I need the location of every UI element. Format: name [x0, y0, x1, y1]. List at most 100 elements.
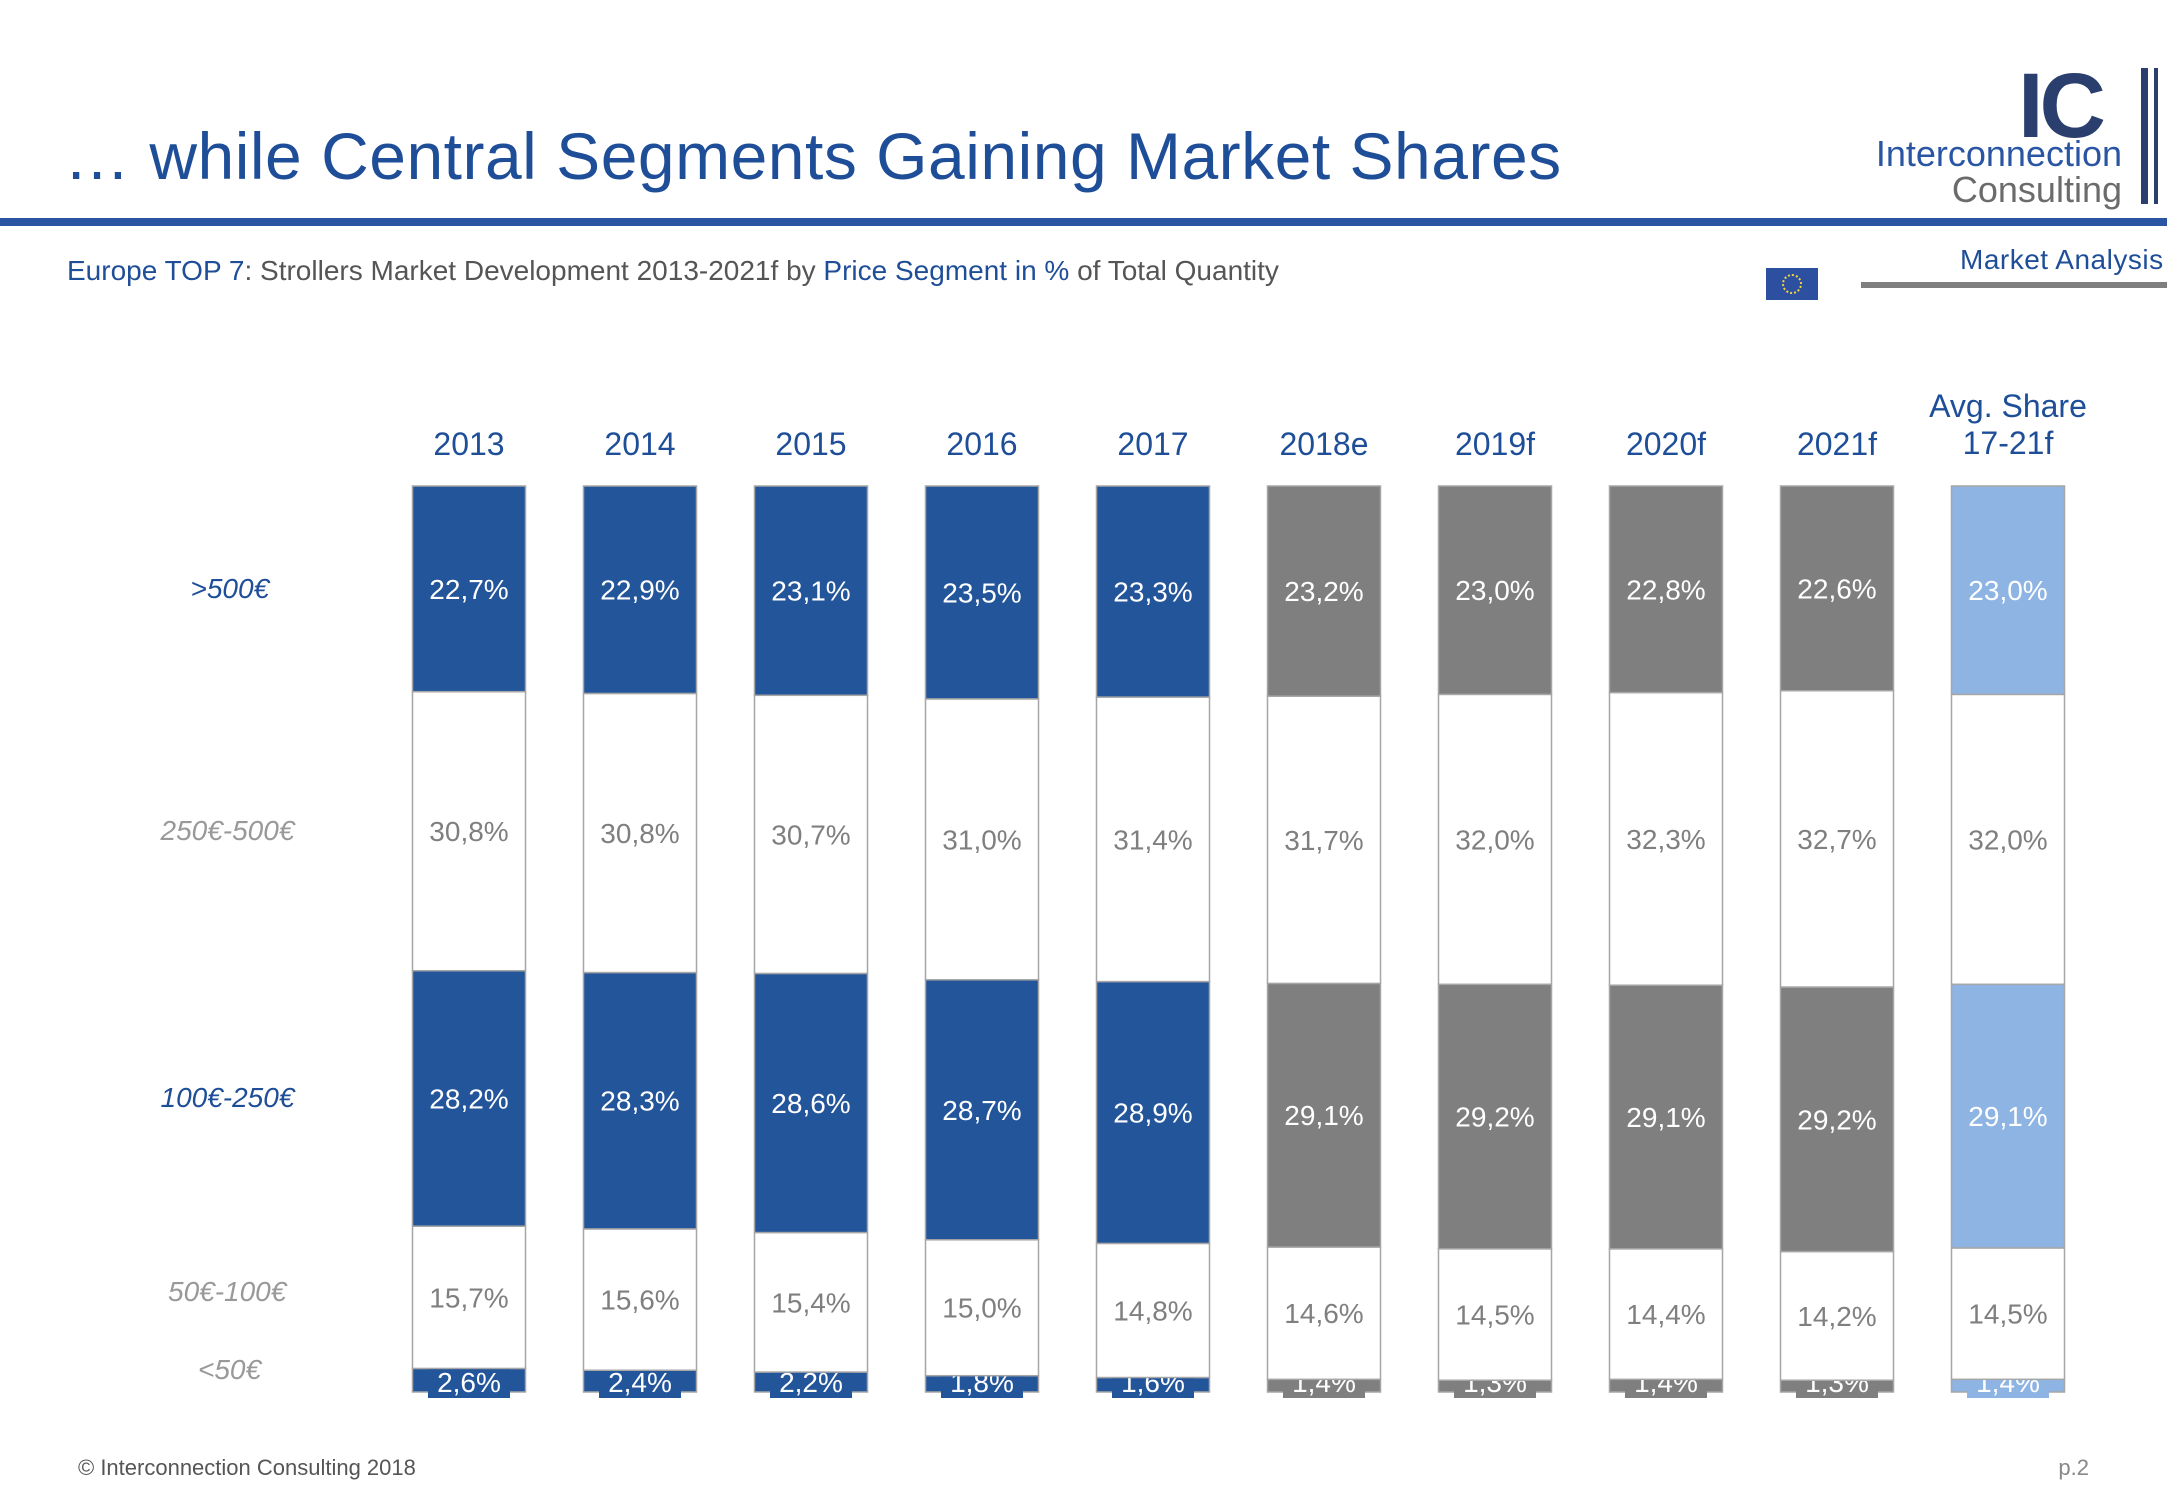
bar-value-label: 14,5%	[1455, 1300, 1534, 1331]
bar-value-label: 23,3%	[1113, 577, 1192, 608]
bar-value-label: 28,7%	[942, 1095, 1021, 1126]
year-label: 2020f	[1625, 426, 1707, 462]
bar-segment	[1095, 696, 1211, 983]
bar-label-tab	[599, 1366, 681, 1398]
bar-value-label: 14,4%	[1626, 1299, 1705, 1330]
bar-value-label: 14,6%	[1284, 1298, 1363, 1329]
bar-segment	[924, 1239, 1040, 1377]
bar-segment	[1779, 485, 1895, 692]
bar-value-label: 32,3%	[1626, 824, 1705, 855]
company-logo: IC Interconnection Consulting	[1852, 60, 2162, 220]
year-label: 2019f	[1454, 426, 1536, 462]
flag-stars	[1782, 274, 1802, 294]
subtitle-desc: : Strollers Market Development 2013-2021…	[244, 255, 824, 286]
bar-segment	[411, 690, 527, 972]
bar-segment	[1095, 485, 1211, 698]
bar-segment	[1950, 485, 2066, 696]
bar-value-label: 32,0%	[1455, 824, 1534, 855]
bar-value-label: 28,3%	[600, 1086, 679, 1117]
bar-segment	[1608, 1248, 1724, 1381]
segment-label: 100€-250€	[160, 1082, 295, 1114]
bar-segment	[1095, 980, 1211, 1245]
bar-segment	[1437, 1248, 1553, 1381]
bar-value-label: 14,2%	[1797, 1301, 1876, 1332]
bar-value-label: 15,0%	[942, 1293, 1021, 1324]
logo-bar	[2141, 68, 2148, 204]
bar-segment	[1437, 693, 1553, 986]
bar-segment	[1950, 983, 2066, 1249]
bar-value-label: 31,4%	[1113, 824, 1192, 855]
bar-segment	[1779, 986, 1895, 1253]
bar-value-label: 22,6%	[1797, 573, 1876, 604]
bar-segment	[1266, 982, 1382, 1248]
bar-value-label: 29,1%	[1968, 1101, 2047, 1132]
bar-segment	[1779, 1250, 1895, 1381]
subtitle-region: Europe TOP 7	[67, 255, 245, 286]
bar-value-label: 2,6%	[437, 1367, 501, 1398]
bar-value-label: 22,8%	[1626, 574, 1705, 605]
bar-value-label: 2,4%	[608, 1367, 672, 1398]
market-analysis-label: Market Analysis	[1960, 244, 2164, 275]
year-label: 2017	[1117, 426, 1189, 462]
bar-segment	[1266, 485, 1382, 697]
bar-segment	[753, 694, 869, 975]
bar-value-label: 31,7%	[1284, 825, 1363, 856]
bar-value-label: 32,0%	[1968, 824, 2047, 855]
bar-segment	[1437, 485, 1553, 696]
year-label: 2014	[604, 426, 676, 462]
bar-segment	[582, 1228, 698, 1372]
bar-value-label: 29,1%	[1284, 1100, 1363, 1131]
bar-value-label: 28,2%	[429, 1083, 508, 1114]
bar-value-label: 32,7%	[1797, 824, 1876, 855]
segment-label: >500€	[190, 572, 270, 604]
bar-segment	[1266, 695, 1382, 985]
page-title: … while Central Segments Gaining Market …	[64, 119, 1562, 193]
bar-segment	[1608, 485, 1724, 694]
bar-value-label: 22,9%	[600, 575, 679, 606]
logo-mark: IC	[2018, 55, 2106, 157]
year-label: 2016	[946, 426, 1018, 462]
bar-value-label: 23,5%	[942, 577, 1021, 608]
bar-segment	[582, 971, 698, 1230]
bar-value-label: 28,6%	[771, 1088, 850, 1119]
bar-value-label: 23,0%	[1455, 575, 1534, 606]
bar-segment	[1608, 691, 1724, 986]
bar-value-label: 31,0%	[942, 824, 1021, 855]
bar-segment	[1779, 690, 1895, 988]
year-label: 2018e	[1279, 426, 1369, 462]
bar-segment	[582, 485, 698, 695]
bar-segment	[1095, 1242, 1211, 1379]
copyright-footer: © Interconnection Consulting 2018	[78, 1455, 416, 1480]
bar-label-tab	[428, 1366, 510, 1398]
segment-label: 50€-100€	[168, 1276, 287, 1307]
market-divider	[1861, 282, 2167, 288]
title-divider	[0, 218, 2167, 226]
year-label: 2021f	[1796, 426, 1878, 462]
year-label: 2013	[433, 426, 505, 462]
bar-segment	[753, 485, 869, 697]
segment-label: <50€	[198, 1354, 262, 1385]
bar-segment	[924, 698, 1040, 981]
bar-value-label: 30,8%	[600, 818, 679, 849]
logo-line-1: Interconnection	[1875, 133, 2122, 174]
bar-segment	[1950, 1247, 2066, 1381]
bar-value-label: 28,9%	[1113, 1097, 1192, 1128]
bar-value-label: 14,5%	[1968, 1299, 2047, 1330]
eu-flag-icon	[1766, 268, 1818, 300]
bar-value-label: 15,6%	[600, 1285, 679, 1316]
bar-segment	[753, 972, 869, 1234]
bar-value-label: 14,8%	[1113, 1295, 1192, 1326]
bar-value-label: 23,1%	[771, 576, 850, 607]
logo-bar-thin	[2154, 68, 2158, 204]
subtitle-measure: of Total Quantity	[1069, 255, 1279, 286]
bar-value-label: 23,0%	[1968, 575, 2047, 606]
bar-segment	[582, 692, 698, 974]
bar-value-label: 23,2%	[1284, 576, 1363, 607]
bar-segment	[411, 1225, 527, 1370]
bar-value-label: 30,7%	[771, 819, 850, 850]
bar-segment	[411, 485, 527, 693]
bar-value-label: 29,2%	[1797, 1104, 1876, 1135]
bar-segment	[1437, 983, 1553, 1250]
chart-subtitle: Europe TOP 7: Strollers Market Developme…	[67, 255, 1279, 287]
